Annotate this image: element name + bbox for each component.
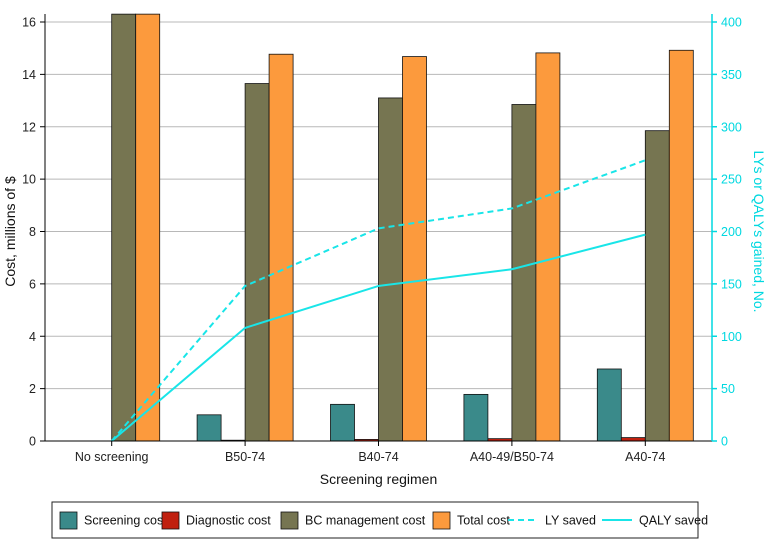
bar-screening-cost	[463, 393, 489, 442]
y2-axis-label: LYs or QALYs gained, No.	[751, 150, 767, 312]
bar-screening-cost	[330, 403, 355, 442]
y-tick-label: 8	[29, 225, 36, 239]
y-tick-label: 4	[29, 330, 36, 344]
y-tick-label: 0	[29, 435, 36, 449]
y-axis-label: Cost, millions of $	[2, 176, 18, 287]
legend-box	[51, 501, 699, 539]
y2-tick-label: 50	[721, 382, 735, 396]
bars	[111, 13, 694, 442]
bar-screening-cost	[596, 368, 622, 442]
x-axis-label: Screening regimen	[320, 471, 438, 487]
legend-label-screening-cost: Screening cost	[84, 514, 167, 528]
bar-total-cost	[668, 49, 694, 442]
y2-tick-label: 200	[721, 225, 742, 239]
axes: 0 2 4 6 8 10 12 14 16 0 50 100 150 200 250 300 350 400 No …	[22, 14, 742, 464]
bar-bc-management-cost	[378, 97, 403, 442]
legend-swatch-screening-cost	[59, 511, 78, 530]
y2-tick-label: 100	[721, 330, 742, 344]
legend-label-ly-saved: LY saved	[545, 514, 596, 528]
y2-tick-label: 250	[721, 173, 742, 187]
legend-swatch-total-cost	[432, 511, 451, 530]
y2-tick-label: 300	[721, 120, 742, 134]
legend-label-total-cost: Total cost	[457, 514, 510, 528]
line-ly-saved	[110, 159, 646, 442]
bar-bc-management-cost	[111, 13, 137, 442]
y-tick-label: 16	[22, 16, 36, 30]
bar-total-cost	[135, 13, 161, 442]
bar-screening-cost	[196, 414, 222, 442]
x-tick-label: B40-74	[358, 450, 398, 464]
y2-tick-label: 0	[721, 435, 728, 449]
legend-label-diagnostic-cost: Diagnostic cost	[186, 514, 271, 528]
y2-tick-label: 150	[721, 277, 742, 291]
y-tick-label: 14	[22, 68, 36, 82]
y2-tick-label: 400	[721, 16, 742, 30]
y-tick-label: 6	[29, 277, 36, 291]
bar-bc-management-cost	[511, 104, 537, 442]
legend: Screening cost Diagnostic cost BC manageme…	[51, 501, 708, 539]
y-tick-label: 12	[22, 120, 36, 134]
lines	[110, 159, 646, 442]
x-tick-label: A40-49/B50-74	[470, 450, 554, 464]
legend-swatch-bc-management-cost	[280, 511, 299, 530]
x-tick-label: A40-74	[625, 450, 665, 464]
x-tick-label: B50-74	[225, 450, 265, 464]
legend-label-qaly-saved: QALY saved	[639, 514, 708, 528]
bar-diagnostic-cost	[620, 437, 646, 442]
legend-label-bc-management-cost: BC management cost	[305, 514, 426, 528]
y-tick-label: 10	[22, 173, 36, 187]
bar-total-cost	[268, 53, 294, 442]
y2-tick-label: 350	[721, 68, 742, 82]
bar-total-cost	[535, 52, 561, 442]
x-tick-label: No screening	[75, 450, 149, 464]
bar-bc-management-cost	[244, 83, 270, 442]
line-qaly-saved	[111, 233, 646, 442]
bar-bc-management-cost	[644, 130, 670, 442]
bar-total-cost	[402, 56, 427, 442]
legend-swatch-diagnostic-cost	[161, 511, 180, 530]
y-tick-label: 2	[29, 382, 36, 396]
